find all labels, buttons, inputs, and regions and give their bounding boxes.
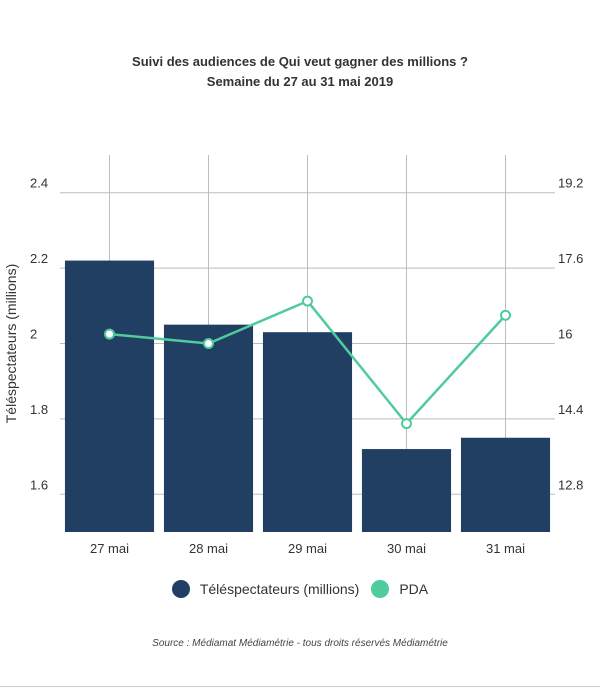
y-tick-label: 1.6 [30,477,48,492]
bar-29-mai [262,332,353,532]
pda-point-28-mai [203,338,214,349]
pda-point-30-mai [401,418,412,430]
y2-tick-label: 14.4 [558,402,583,417]
bar-28-mai [163,324,254,532]
bar-31-mai [460,437,551,532]
bottom-divider [0,686,600,687]
chart-legend: Téléspectateurs (millions) PDA [0,580,600,598]
y-tick-label: 2.4 [30,176,48,191]
y-tick-label: 2 [30,327,37,342]
y-tick-label: 1.8 [30,402,48,417]
legend-item-pda[interactable]: PDA [371,580,428,598]
y2-tick-label: 17.6 [558,251,583,266]
bar-30-mai [361,449,452,532]
chart-title: Suivi des audiences de Qui veut gagner d… [132,54,468,69]
y-axis-label: Téléspectateurs (millions) [3,264,19,424]
pda-point-27-mai [104,328,115,340]
pda-point-29-mai [302,295,313,307]
y-tick-label: 2.2 [30,251,48,266]
legend-marker-pda [371,580,390,598]
x-tick-label: 27 mai [90,541,129,556]
legend-item-viewers[interactable]: Téléspectateurs (millions) [171,580,360,598]
legend-label-pda: PDA [399,581,429,597]
x-tick-label: 30 mai [387,541,426,556]
x-tick-label: 31 mai [486,541,525,556]
x-tick-label: 29 mai [288,541,327,556]
chart-subtitle: Semaine du 27 au 31 mai 2019 [206,74,394,89]
source-note: Source : Médiamat Médiamétrie - tous dro… [152,638,448,649]
bar-27-mai [64,260,155,532]
y2-tick-label: 16 [558,327,572,342]
y2-tick-label: 19.2 [558,176,583,191]
legend-marker-viewers [171,580,190,598]
x-tick-label: 28 mai [189,541,228,556]
pda-point-31-mai [500,309,511,321]
legend-label-viewers: Téléspectateurs (millions) [199,581,360,597]
y2-tick-label: 12.8 [558,477,583,492]
audience-chart: 1.6 1.8 2 2.2 2.4 12.8 14.4 16 17.6 19.2 Téléspect… [3,155,583,556]
